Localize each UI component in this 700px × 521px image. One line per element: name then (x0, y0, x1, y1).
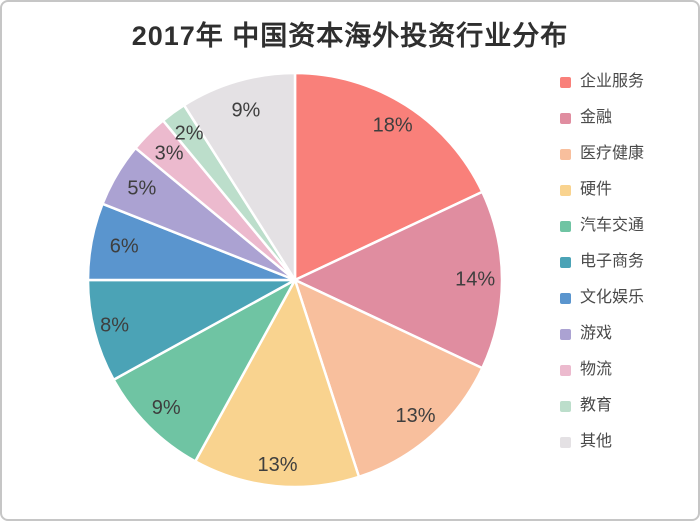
pie-slice-11 (182, 71, 297, 282)
legend-item-10: 教育 (560, 398, 644, 414)
legend-swatch (560, 400, 571, 412)
legend-swatch (560, 436, 571, 448)
legend-item-2: 金融 (560, 110, 644, 126)
legend-label: 游戏 (580, 325, 613, 342)
pie-slice-label: 13% (395, 405, 435, 427)
pie-slice-5 (112, 278, 297, 463)
legend-swatch (560, 76, 571, 88)
pie-slice-label: 5% (127, 178, 156, 200)
legend-label: 教育 (580, 397, 613, 414)
legend-label: 金融 (580, 109, 613, 126)
legend-label: 文化娱乐 (580, 289, 645, 306)
pie-slice-label: 9% (231, 99, 260, 121)
legend-item-7: 文化娱乐 (560, 290, 644, 306)
pie-slice-4 (194, 278, 361, 489)
pie-slice-6 (86, 278, 297, 381)
legend-swatch (560, 292, 571, 304)
legend-label: 企业服务 (580, 73, 645, 90)
pie-slice-label: 18% (373, 114, 413, 136)
pie-slice-3 (293, 278, 484, 479)
legend-item-6: 电子商务 (560, 254, 644, 270)
legend-swatch (560, 364, 571, 376)
legend-swatch (560, 220, 571, 232)
pie-slice-label: 13% (257, 454, 297, 476)
legend-item-4: 硬件 (560, 182, 644, 198)
legend-swatch (560, 184, 571, 196)
legend: 企业服务金融医疗健康硬件汽车交通电子商务文化娱乐游戏物流教育其他 (560, 74, 644, 470)
legend-item-3: 医疗健康 (560, 146, 644, 162)
pie-slice-label: 6% (110, 236, 139, 258)
legend-label: 物流 (580, 361, 613, 378)
legend-item-5: 汽车交通 (560, 218, 644, 234)
pie-slice-label: 3% (155, 142, 184, 164)
legend-item-8: 游戏 (560, 326, 644, 342)
pie-slice-label: 14% (455, 268, 495, 290)
legend-label: 硬件 (580, 181, 613, 198)
legend-item-9: 物流 (560, 362, 644, 378)
legend-label: 汽车交通 (580, 217, 645, 234)
legend-item-1: 企业服务 (560, 74, 644, 90)
legend-swatch (560, 328, 571, 340)
chart-title: 2017年 中国资本海外投资行业分布 (131, 21, 569, 51)
legend-swatch (560, 256, 571, 268)
legend-label: 其他 (580, 433, 613, 450)
legend-label: 电子商务 (580, 253, 645, 270)
legend-swatch (560, 112, 571, 124)
legend-swatch (560, 148, 571, 160)
pie-slice-label: 2% (175, 123, 204, 145)
pie-slice-1 (293, 71, 484, 282)
pie-slice-2 (293, 190, 504, 370)
pie-slice-label: 9% (152, 397, 181, 419)
legend-label: 医疗健康 (580, 145, 645, 162)
pie-slice-label: 8% (100, 315, 129, 337)
legend-item-11: 其他 (560, 434, 644, 450)
